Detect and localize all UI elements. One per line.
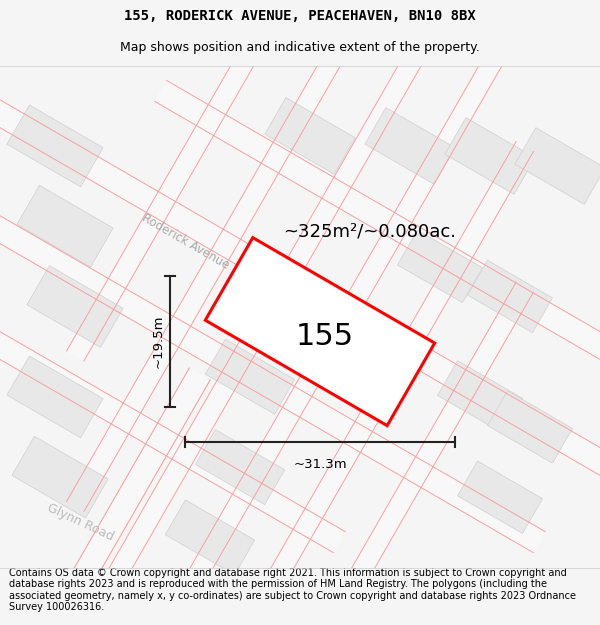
Polygon shape xyxy=(67,1,533,625)
Text: ~325m²/~0.080ac.: ~325m²/~0.080ac. xyxy=(284,222,457,240)
Polygon shape xyxy=(12,436,108,518)
Polygon shape xyxy=(365,107,455,184)
Text: ~31.3m: ~31.3m xyxy=(293,458,347,471)
Polygon shape xyxy=(0,368,211,625)
Text: ~19.5m: ~19.5m xyxy=(151,315,164,368)
Text: 155, RODERICK AVENUE, PEACEHAVEN, BN10 8BX: 155, RODERICK AVENUE, PEACEHAVEN, BN10 8… xyxy=(124,9,476,23)
Polygon shape xyxy=(27,266,123,348)
Polygon shape xyxy=(67,0,533,625)
Polygon shape xyxy=(67,141,533,625)
Polygon shape xyxy=(7,105,103,187)
Polygon shape xyxy=(488,391,572,463)
Text: Roderick Avenue: Roderick Avenue xyxy=(139,211,231,272)
Text: Map shows position and indicative extent of the property.: Map shows position and indicative extent… xyxy=(120,41,480,54)
Polygon shape xyxy=(166,500,254,575)
Polygon shape xyxy=(515,127,600,204)
Polygon shape xyxy=(0,80,546,553)
Polygon shape xyxy=(205,339,295,414)
Polygon shape xyxy=(67,282,533,625)
Polygon shape xyxy=(458,461,542,534)
Polygon shape xyxy=(67,0,533,512)
Polygon shape xyxy=(265,98,355,174)
Polygon shape xyxy=(154,80,600,553)
Polygon shape xyxy=(0,80,346,553)
Polygon shape xyxy=(445,118,535,194)
Text: Glynn Road: Glynn Road xyxy=(44,501,115,543)
Polygon shape xyxy=(205,238,434,426)
Polygon shape xyxy=(17,186,113,267)
Polygon shape xyxy=(0,80,600,553)
Polygon shape xyxy=(398,230,482,302)
Polygon shape xyxy=(67,0,533,361)
Polygon shape xyxy=(467,260,553,332)
Polygon shape xyxy=(196,429,284,504)
Polygon shape xyxy=(7,356,103,437)
Text: 155: 155 xyxy=(296,322,354,351)
Text: Contains OS data © Crown copyright and database right 2021. This information is : Contains OS data © Crown copyright and d… xyxy=(9,568,576,612)
Polygon shape xyxy=(437,361,523,433)
